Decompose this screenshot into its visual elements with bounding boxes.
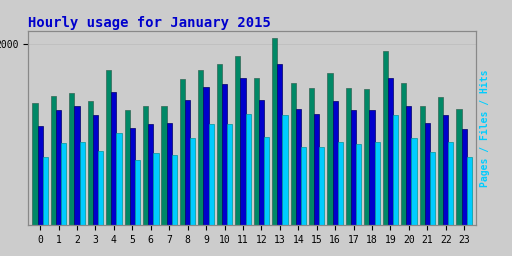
Bar [246,114,251,225]
Bar [264,137,269,225]
Bar [222,84,227,225]
Bar [130,129,135,225]
Bar [235,56,240,225]
Text: Hourly usage for January 2015: Hourly usage for January 2015 [28,16,271,29]
Bar [148,124,153,225]
Bar [93,115,98,225]
Bar [79,142,85,225]
Y-axis label: Pages / Files / Hits: Pages / Files / Hits [480,69,490,187]
Bar [185,100,190,225]
Bar [419,106,425,225]
Bar [227,124,232,225]
Bar [346,88,351,225]
Bar [467,156,472,225]
Bar [290,83,295,225]
Bar [449,142,454,225]
Bar [217,64,222,225]
Bar [401,83,407,225]
Bar [61,143,67,225]
Bar [277,64,283,225]
Bar [209,124,214,225]
Bar [301,146,306,225]
Bar [456,110,462,225]
Bar [172,155,177,225]
Bar [438,97,443,225]
Bar [106,70,111,225]
Bar [332,101,338,225]
Bar [283,115,288,225]
Bar [425,123,430,225]
Bar [98,151,103,225]
Bar [388,78,393,225]
Bar [327,73,332,225]
Bar [166,123,172,225]
Bar [338,142,343,225]
Bar [314,114,319,225]
Bar [37,126,42,225]
Bar [259,100,264,225]
Bar [295,110,301,225]
Bar [135,160,140,225]
Bar [412,137,417,225]
Bar [153,153,159,225]
Bar [124,110,130,225]
Bar [111,92,116,225]
Bar [370,110,375,225]
Bar [143,106,148,225]
Bar [407,106,412,225]
Bar [74,106,79,225]
Bar [203,87,209,225]
Bar [116,133,122,225]
Bar [190,137,196,225]
Bar [382,51,388,225]
Bar [69,93,74,225]
Bar [56,110,61,225]
Bar [161,106,166,225]
Bar [462,129,467,225]
Bar [253,78,259,225]
Bar [319,146,325,225]
Bar [443,115,449,225]
Bar [240,78,246,225]
Bar [180,79,185,225]
Bar [393,115,398,225]
Bar [32,103,37,225]
Bar [364,89,370,225]
Bar [351,110,356,225]
Bar [430,152,435,225]
Bar [42,156,48,225]
Bar [51,96,56,225]
Bar [272,38,277,225]
Bar [356,144,361,225]
Bar [198,70,203,225]
Bar [88,101,93,225]
Bar [375,142,380,225]
Bar [309,88,314,225]
